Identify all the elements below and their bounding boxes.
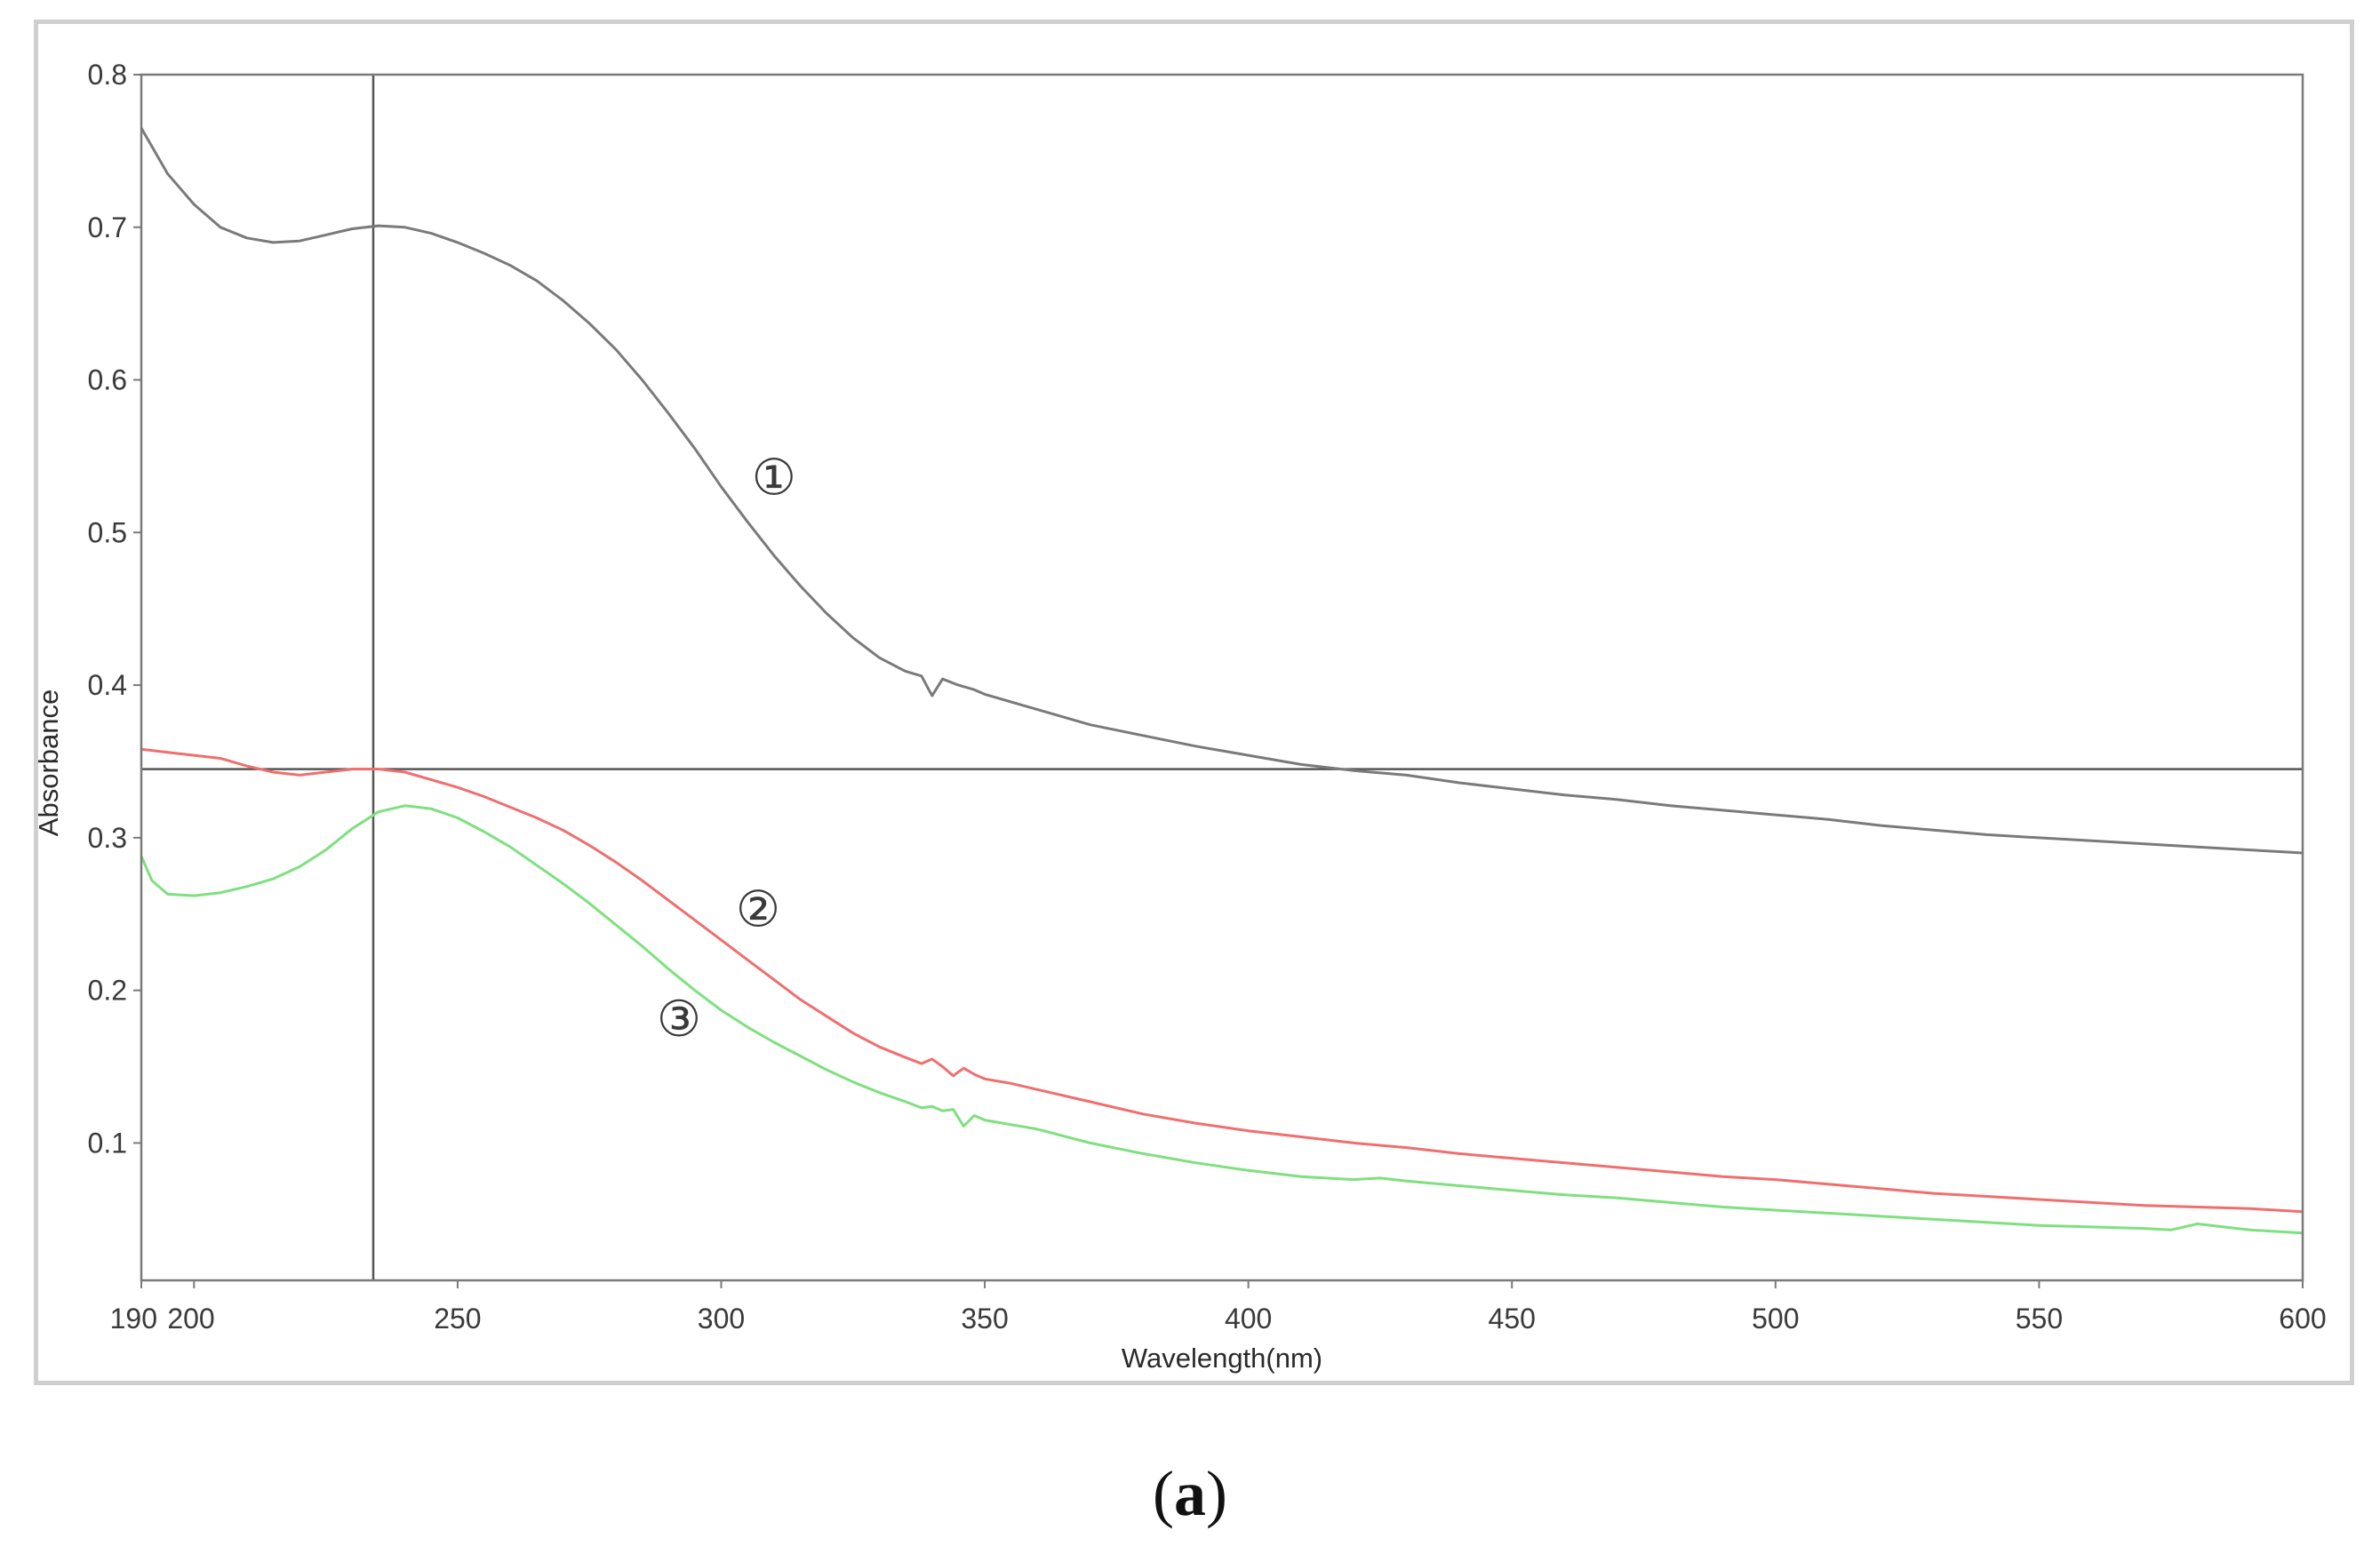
y-axis: 0.1 0.2 0.3 0.4 0.5 0.6 0.7 0.8 (88, 59, 141, 1159)
y-tick-label: 0.2 (88, 975, 127, 1007)
panel-label: (a) (0, 1457, 2380, 1531)
x-tick-label: 200 (167, 1303, 214, 1335)
y-tick-label: 0.1 (88, 1127, 127, 1159)
chart-frame: 190 200 250 300 350 400 450 500 550 600 0.1 0.2 0.3… (34, 20, 2354, 1385)
curve-label-1: ① (752, 449, 796, 506)
x-tick-label: 400 (1225, 1303, 1272, 1335)
x-tick-label: 600 (2279, 1303, 2326, 1335)
series-line-2 (140, 747, 2304, 1214)
x-tick-label: 190 (110, 1303, 157, 1335)
plot-area-border (140, 73, 2304, 1282)
absorbance-chart: 190 200 250 300 350 400 450 500 550 600 0.1 0.2 0.3… (38, 59, 2327, 1374)
curve-label-2: ② (736, 881, 780, 938)
series-line-1 (140, 127, 2304, 855)
curve-labels: ① ②③ (657, 449, 796, 1048)
curve-label-3: ③ (657, 991, 701, 1048)
series-group (140, 127, 2304, 1235)
y-tick-label: 0.6 (88, 364, 127, 396)
y-tick-label: 0.5 (88, 516, 127, 548)
cursor-crosshair (141, 75, 2303, 1280)
panel-label-open: ( (1153, 1458, 1174, 1529)
x-tick-label: 300 (698, 1303, 745, 1335)
series-line-3 (140, 804, 2304, 1235)
x-tick-label: 350 (961, 1303, 1008, 1335)
x-tick-label: 500 (1752, 1303, 1799, 1335)
y-axis-title: Absorbance (38, 689, 64, 836)
x-axis: 190 200 250 300 350 400 450 500 550 600 (110, 1280, 2327, 1335)
panel-label-letter: a (1174, 1458, 1206, 1529)
x-tick-label: 250 (434, 1303, 481, 1335)
x-tick-label: 450 (1489, 1303, 1536, 1335)
y-tick-label: 0.8 (88, 59, 127, 91)
panel-label-close: ) (1206, 1458, 1227, 1529)
y-tick-label: 0.4 (88, 669, 127, 701)
x-axis-title: Wavelength(nm) (1122, 1343, 1322, 1374)
x-tick-label: 550 (2016, 1303, 2063, 1335)
y-tick-label: 0.7 (88, 211, 127, 243)
y-tick-label: 0.3 (88, 822, 127, 854)
